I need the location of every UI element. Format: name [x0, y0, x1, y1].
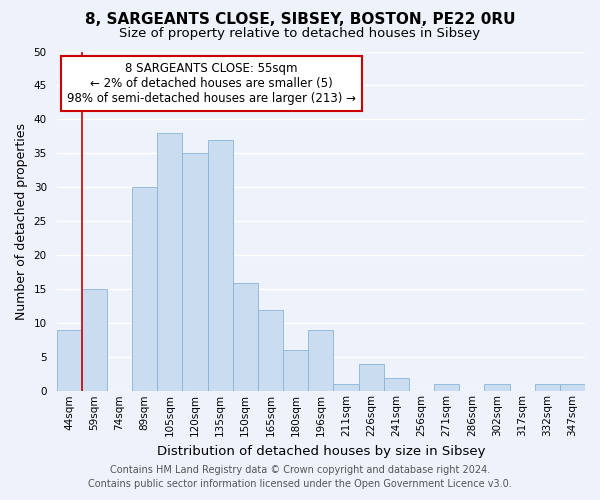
Bar [308, 330, 334, 392]
Bar [132, 188, 157, 392]
Bar [383, 378, 409, 392]
Bar [434, 384, 459, 392]
Bar [56, 330, 82, 392]
Bar [157, 133, 182, 392]
Text: Contains HM Land Registry data © Crown copyright and database right 2024.
Contai: Contains HM Land Registry data © Crown c… [88, 465, 512, 489]
Bar [334, 384, 359, 392]
Bar [484, 384, 509, 392]
Text: 8, SARGEANTS CLOSE, SIBSEY, BOSTON, PE22 0RU: 8, SARGEANTS CLOSE, SIBSEY, BOSTON, PE22… [85, 12, 515, 28]
Text: Size of property relative to detached houses in Sibsey: Size of property relative to detached ho… [119, 28, 481, 40]
Bar [208, 140, 233, 392]
Bar [233, 282, 258, 392]
Y-axis label: Number of detached properties: Number of detached properties [15, 123, 28, 320]
Bar [283, 350, 308, 392]
Bar [560, 384, 585, 392]
Bar [535, 384, 560, 392]
Bar [82, 290, 107, 392]
Bar [258, 310, 283, 392]
X-axis label: Distribution of detached houses by size in Sibsey: Distribution of detached houses by size … [157, 444, 485, 458]
Bar [182, 154, 208, 392]
Bar [359, 364, 383, 392]
Text: 8 SARGEANTS CLOSE: 55sqm
← 2% of detached houses are smaller (5)
98% of semi-det: 8 SARGEANTS CLOSE: 55sqm ← 2% of detache… [67, 62, 356, 104]
